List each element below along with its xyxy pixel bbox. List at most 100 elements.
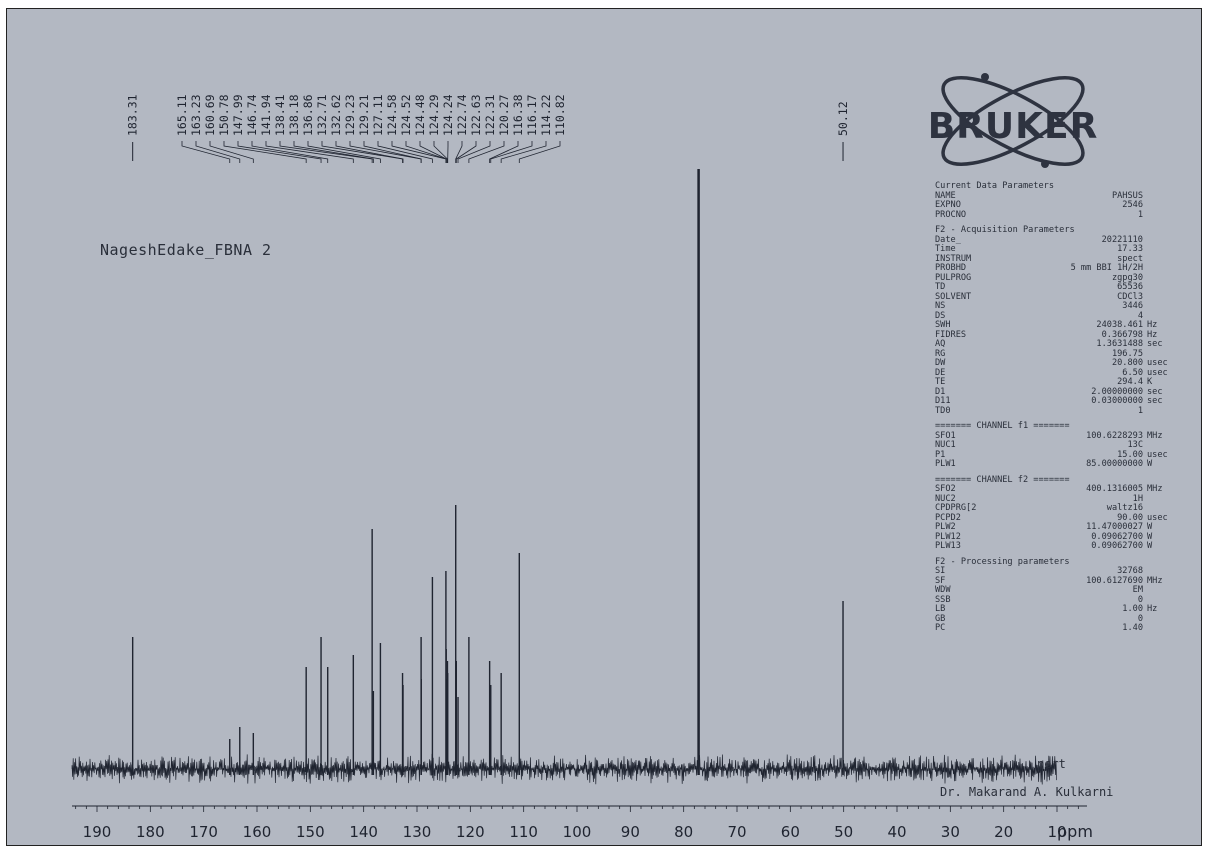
x-tick-label: 110 bbox=[509, 823, 538, 841]
param-value: 1.00 bbox=[1122, 604, 1143, 614]
param-key: CPDPRG[2 bbox=[935, 503, 977, 513]
param-unit bbox=[1143, 624, 1177, 634]
param-row: D11 0.03000000 sec bbox=[935, 396, 1200, 407]
param-row: RG 196.75 bbox=[935, 349, 1200, 360]
param-row: DS 4 bbox=[935, 311, 1200, 322]
param-value: 0 bbox=[1137, 613, 1143, 624]
param-row: P1 15.00 usec bbox=[935, 450, 1200, 461]
peak-label: 129.21 bbox=[357, 94, 371, 136]
peak-label: 122.31 bbox=[483, 94, 497, 136]
peak-label: 110.82 bbox=[553, 94, 567, 136]
param-key: PC bbox=[935, 623, 946, 633]
param-unit: usec bbox=[1147, 512, 1168, 523]
param-key: PULPROG bbox=[935, 272, 972, 283]
peak-label-leader bbox=[265, 141, 354, 163]
peak-label: 122.63 bbox=[469, 94, 483, 136]
param-row: NUC2 1H bbox=[935, 494, 1200, 505]
peak-label: 141.94 bbox=[259, 94, 273, 136]
param-value: 0.09062700 bbox=[1091, 541, 1143, 551]
sample-title: NageshEdake_FBNA 2 bbox=[100, 241, 272, 259]
param-row: PULPROG zgpg30 bbox=[935, 272, 1200, 284]
x-axis-label: ppm bbox=[1057, 822, 1093, 841]
param-row: PC 1.40 bbox=[935, 623, 1200, 634]
param-key: SFO1 bbox=[935, 430, 956, 441]
param-key: PLW13 bbox=[935, 541, 961, 551]
param-unit: sec bbox=[1147, 386, 1163, 397]
peak-label-leader bbox=[293, 141, 374, 163]
param-value: 2546 bbox=[1122, 200, 1143, 210]
param-value: 6.50 bbox=[1122, 367, 1143, 378]
param-key: PROCNO bbox=[935, 209, 967, 220]
x-tick-label: 10 bbox=[1047, 823, 1066, 841]
param-value: 0.09062700 bbox=[1091, 531, 1143, 542]
param-row: Time 17.33 bbox=[935, 244, 1200, 255]
peak-label-leader bbox=[500, 141, 547, 163]
param-value: 294.4 bbox=[1117, 377, 1143, 387]
param-key: TD0 bbox=[935, 405, 951, 416]
atom-orbit-icon bbox=[941, 73, 1085, 168]
param-value: 5 mm BBI 1H/2H bbox=[1070, 263, 1143, 273]
param-row: PLW13 0.09062700 W bbox=[935, 541, 1200, 552]
param-value: 3446 bbox=[1122, 301, 1143, 311]
param-row: GB 0 bbox=[935, 613, 1200, 625]
x-tick-label: 150 bbox=[296, 823, 325, 841]
param-key: TE bbox=[935, 377, 946, 387]
param-unit: MHz bbox=[1147, 430, 1163, 441]
param-key: PLW12 bbox=[935, 531, 961, 542]
param-key: SF bbox=[935, 575, 946, 586]
x-tick-label: 30 bbox=[941, 823, 960, 841]
param-value: 1 bbox=[1137, 209, 1143, 220]
param-key: PCPD2 bbox=[935, 512, 961, 523]
param-row: DW 20.800 usec bbox=[935, 358, 1200, 369]
param-key: TD bbox=[935, 282, 946, 292]
param-value: 400.1316005 bbox=[1086, 484, 1143, 494]
peak-label-leader bbox=[209, 141, 254, 163]
peak-label: 138.41 bbox=[273, 94, 287, 136]
param-row: TE 294.4 K bbox=[935, 377, 1200, 388]
param-row: D1 2.00000000 sec bbox=[935, 386, 1200, 398]
peak-label-leader bbox=[518, 141, 561, 163]
param-value: PAHSUS bbox=[1111, 190, 1143, 201]
peak-label: 124.52 bbox=[399, 94, 413, 136]
param-value: 85.00000000 bbox=[1086, 459, 1143, 469]
bruker-logo: BRUKER bbox=[925, 64, 1101, 179]
param-section: F2 - Acquisition Parameters Date_ 20221110… bbox=[935, 225, 1200, 416]
param-value: 32768 bbox=[1117, 566, 1143, 576]
peak-label: 160.69 bbox=[203, 94, 217, 136]
param-section: F2 - Processing parameters SI 32768 SF 100.6… bbox=[935, 557, 1200, 634]
operator-fragment: pert bbox=[1037, 757, 1066, 771]
peak-label-leader bbox=[457, 141, 491, 163]
param-row: NAME PAHSUS bbox=[935, 190, 1200, 202]
peak-label: 124.29 bbox=[427, 94, 441, 136]
param-row: PROBHD 5 mm BBI 1H/2H bbox=[935, 263, 1200, 274]
param-unit bbox=[1143, 302, 1177, 312]
peak-label-leader bbox=[489, 141, 519, 163]
peak-label-leader bbox=[433, 141, 448, 163]
param-key: NS bbox=[935, 301, 946, 311]
param-value: spect bbox=[1117, 253, 1143, 264]
param-key: Date_ bbox=[935, 234, 961, 245]
peak-label: 183.31 bbox=[126, 94, 140, 136]
param-row: FIDRES 0.366798 Hz bbox=[935, 330, 1200, 341]
x-tick-label: 20 bbox=[994, 823, 1013, 841]
peak-label: 124.48 bbox=[413, 94, 427, 136]
peak-label-leader bbox=[455, 141, 463, 163]
param-key: SI bbox=[935, 566, 946, 576]
x-tick-label: 130 bbox=[403, 823, 432, 841]
peak-label-leader bbox=[181, 141, 231, 163]
param-unit bbox=[1143, 495, 1177, 505]
param-row: SFO1 100.6228293 MHz bbox=[935, 430, 1200, 442]
param-value: CDCl3 bbox=[1117, 291, 1143, 302]
param-unit bbox=[1143, 586, 1177, 596]
param-key: INSTRUM bbox=[935, 253, 972, 264]
peak-label: 120.27 bbox=[497, 94, 511, 136]
param-key: LB bbox=[935, 604, 946, 614]
param-value: 0.03000000 bbox=[1091, 396, 1143, 406]
param-row: SSB 0 bbox=[935, 595, 1200, 606]
parameters-panel: Current Data Parameters NAME PAHSUS EXPNO 25… bbox=[935, 181, 1200, 640]
param-value: EM bbox=[1132, 585, 1143, 595]
param-unit: K bbox=[1147, 377, 1153, 387]
peak-label-leader bbox=[419, 141, 447, 163]
param-unit bbox=[1143, 274, 1177, 284]
peak-label-leader bbox=[455, 141, 477, 163]
